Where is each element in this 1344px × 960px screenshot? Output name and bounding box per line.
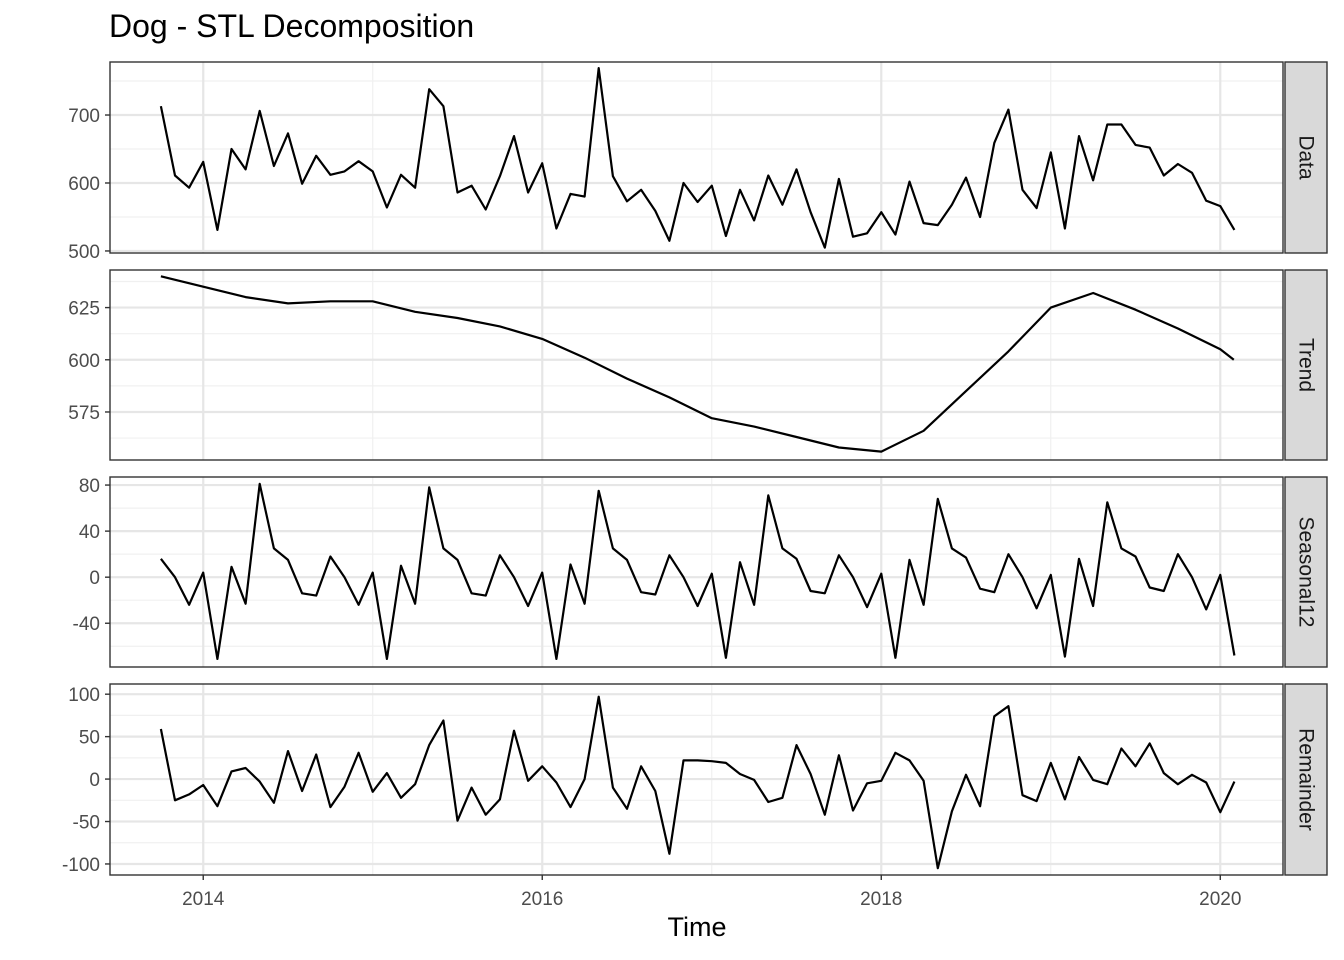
- facet-label-remainder: Remainder: [1295, 728, 1318, 831]
- x-tick-label: 2020: [1199, 889, 1241, 910]
- y-tick-label-trend: 575: [68, 403, 100, 424]
- y-tick-label-data: 500: [68, 242, 100, 263]
- y-tick-label-seasonal12: 40: [79, 522, 100, 543]
- series-line-data: [159, 66, 1236, 249]
- y-tick-label-remainder: -50: [73, 813, 100, 834]
- chart-title: Dog - STL Decomposition: [109, 8, 475, 44]
- x-tick-label: 2016: [521, 889, 563, 910]
- x-tick-label: 2014: [182, 889, 225, 910]
- y-tick-label-data: 700: [68, 106, 100, 127]
- panel-trend-border: [109, 269, 1284, 461]
- facet-strip-seasonal12: [1284, 476, 1328, 668]
- facet-label-seasonal12: Seasonal12: [1295, 517, 1318, 628]
- y-tick-label-data: 600: [68, 174, 100, 195]
- facet-strip-remainder: [1284, 683, 1328, 876]
- x-axis-title: Time: [667, 912, 727, 942]
- y-tick-label-remainder: 50: [79, 728, 100, 749]
- y-tick-label-remainder: -100: [62, 855, 100, 876]
- y-tick-label-trend: 625: [68, 299, 100, 320]
- series-line-trend: [160, 275, 1235, 453]
- y-tick-label-seasonal12: 0: [89, 568, 100, 589]
- y-tick-label-seasonal12: 80: [79, 476, 100, 497]
- facet-label-data: Data: [1295, 135, 1318, 180]
- facet-strip-data: [1284, 61, 1328, 254]
- y-tick-label-seasonal12: -40: [73, 614, 100, 635]
- y-tick-label-remainder: 0: [89, 770, 100, 791]
- facet-strip-trend: [1284, 269, 1328, 461]
- facet-label-trend: Trend: [1295, 338, 1318, 392]
- panel-seasonal12-border: [109, 476, 1284, 668]
- panel-data-border: [109, 61, 1284, 254]
- series-line-seasonal12: [160, 482, 1236, 661]
- series-line-remainder: [159, 695, 1236, 870]
- panel-data-background: [110, 62, 1283, 253]
- y-tick-label-trend: 600: [68, 351, 100, 372]
- y-tick-label-remainder: 100: [68, 685, 100, 706]
- x-tick-label: 2018: [860, 889, 902, 910]
